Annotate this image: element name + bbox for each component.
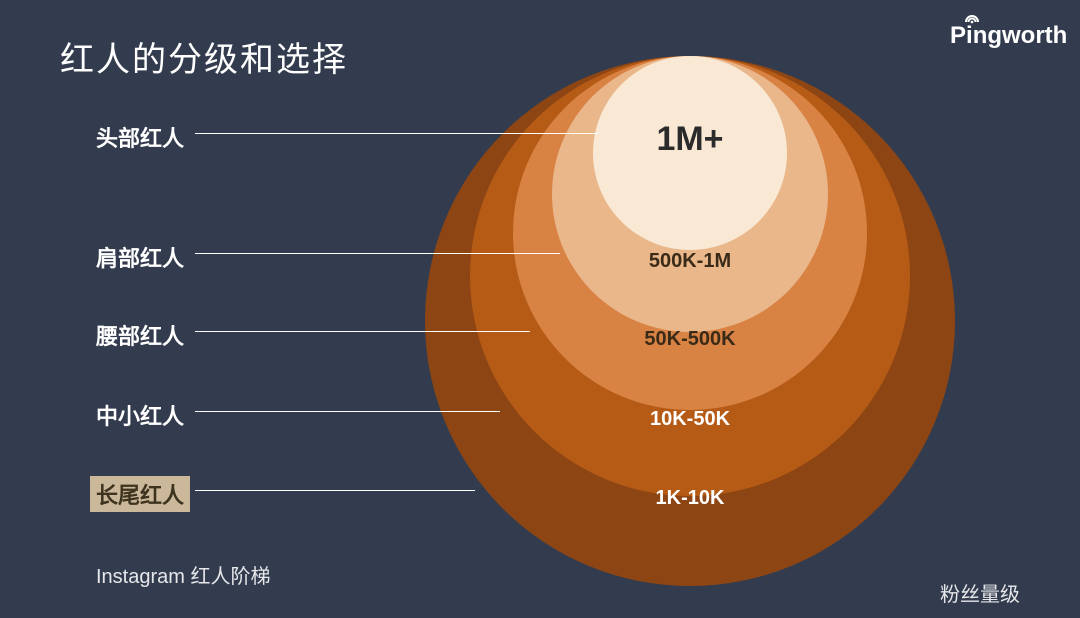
tier-label: 中小红人 bbox=[96, 399, 184, 431]
tier-value: 500K-1M bbox=[570, 250, 810, 273]
tier-value: 50K-500K bbox=[570, 328, 810, 351]
tier-value: 1K-10K bbox=[570, 487, 810, 510]
slide-root: 红人的分级和选择 Pi ngworth 长尾红人 1K-10K 中小红人 10K-50… bbox=[0, 0, 1080, 618]
tier-label: 肩部红人 bbox=[96, 241, 184, 273]
tier-label: 长尾红人 bbox=[90, 476, 190, 512]
connector-line bbox=[195, 253, 560, 254]
wifi-icon bbox=[964, 12, 980, 24]
brand-logo: Pi ngworth bbox=[950, 22, 1067, 50]
subtitle-text: Instagram 红人阶梯 bbox=[96, 560, 270, 589]
tier-label: 腰部红人 bbox=[96, 319, 184, 351]
tier-value: 1M+ bbox=[570, 120, 810, 159]
tier-value: 10K-50K bbox=[570, 408, 810, 431]
tier-label: 头部红人 bbox=[96, 121, 184, 153]
connector-line bbox=[195, 411, 500, 412]
connector-line bbox=[195, 133, 598, 134]
logo-text-rest: ngworth bbox=[973, 22, 1068, 50]
connector-line bbox=[195, 331, 530, 332]
logo-text-p: P bbox=[950, 22, 966, 50]
slide-title: 红人的分级和选择 bbox=[60, 32, 348, 81]
logo-wifi-i: i bbox=[966, 22, 973, 50]
axis-label: 粉丝量级 bbox=[940, 578, 1020, 607]
connector-line bbox=[195, 490, 475, 491]
